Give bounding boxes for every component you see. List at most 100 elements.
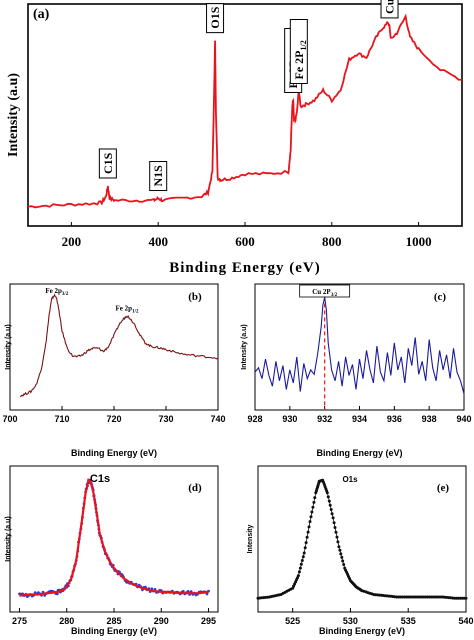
panel-a-ylabel: Intensity (a.u) (6, 73, 21, 157)
panel-e-point-60 (325, 491, 329, 495)
panel-e-point-37 (309, 515, 313, 519)
panel-c-xtick-label-5: 938 (422, 414, 437, 424)
panel-a-annotation-cu2p32-box (380, 0, 399, 19)
panel-b-ylabel: Intensity (a.u) (5, 324, 12, 370)
panel-e-point-32 (304, 541, 308, 545)
panel-b-xtick-label-0: 700 (2, 414, 17, 424)
panel-c-xtick-label-6: 940 (456, 414, 471, 424)
panel-a-annotation-o1s: O1S (206, 3, 225, 34)
panel-b-xtick-label-3: 730 (158, 414, 173, 424)
panel-e-point-62 (327, 499, 331, 503)
panel-d-ylabel: Intensity (a.u) (5, 516, 12, 562)
panel-d-xtick-label-0: 275 (12, 616, 27, 626)
panel-a-xtick-label-1: 400 (148, 234, 168, 249)
panel-c-annotation-box (299, 284, 351, 298)
panel-e-series-line (257, 479, 466, 599)
panel-b-annotation-fe2p32-text: Fe 2p3/2 (45, 287, 68, 297)
panel-b-xtick-label-2: 720 (106, 414, 121, 424)
panel-e-point-25 (297, 570, 301, 574)
panel-e-point-26 (298, 566, 302, 570)
panel-d-xlabel: Binding Energy (eV) (71, 626, 157, 636)
panel-e-point-69 (334, 530, 338, 534)
panel-c-annotation-cu2p32-text: Cu 2P3/2 (312, 288, 337, 298)
panel-e-point-31 (303, 546, 307, 550)
panel-e-title: O1s (342, 475, 358, 484)
panel-b: 700 710 720 730 740 Binding Energy (eV) Intens… (2, 283, 226, 458)
panel-e-label: (e) (437, 482, 450, 494)
panel-e-point-29 (301, 555, 305, 559)
panel-e-point-30 (302, 551, 306, 555)
panel-e-point-40 (312, 500, 316, 504)
panel-b-xtick-label-1: 710 (54, 414, 69, 424)
panel-e-point-74 (339, 552, 343, 556)
panel-d-fit-line (19, 478, 209, 597)
panel-b-series-line (19, 293, 219, 398)
panel-a: 200 400 600 800 1000 Binding Energy (eV) Inten… (6, 0, 463, 276)
panel-c-xtick-label-4: 936 (387, 414, 402, 424)
panel-e-point-73 (338, 548, 342, 552)
panel-c-xtick-label-2: 932 (317, 414, 332, 424)
panel-b-frame (9, 283, 219, 411)
panel-a-series-line (27, 13, 463, 209)
panel-c-frame (254, 283, 465, 411)
panel-e-point-35 (307, 525, 311, 529)
panel-a-xlabel: Binding Energy (eV) (169, 260, 321, 276)
panel-e-xtick-label-3: 540 (458, 616, 473, 626)
panel-e-point-68 (333, 526, 337, 529)
panel-c-label: (c) (434, 291, 447, 303)
panel-e-point-28 (300, 559, 304, 562)
panel-b-annotation-fe2p12: Fe 2p1/2 (116, 304, 139, 314)
panel-e: 525 530 535 540 Binding Energy (eV) Intensity… (247, 465, 474, 636)
panel-c-xtick-label-3: 934 (352, 414, 367, 424)
panel-b-annotation-fe2p12-text: Fe 2p1/2 (116, 304, 139, 314)
panel-e-point-66 (331, 516, 335, 520)
panel-c-annotation-cu2p32-sub: 3/2 (331, 293, 338, 298)
panel-a-annotation-n1s-box (149, 161, 168, 192)
panel-e-point-71 (336, 540, 340, 544)
panel-c-ylabel: Intensity (a.u) (241, 324, 248, 370)
panel-e-xtick-label-2: 535 (401, 616, 416, 626)
panel-e-point-150 (464, 596, 468, 600)
panel-c-xtick-label-1: 930 (282, 414, 297, 424)
panel-a-xtick-label-3: 800 (322, 234, 342, 249)
panel-e-point-70 (335, 535, 339, 539)
panel-e-ylabel: Intensity (247, 525, 254, 554)
panel-e-xtick-label-0: 525 (285, 616, 300, 626)
panel-b-xtick-label-4: 740 (210, 414, 225, 424)
panel-e-point-38 (310, 510, 314, 514)
panel-e-point-34 (306, 530, 310, 534)
panel-e-point-65 (330, 512, 334, 516)
panel-e-point-64 (329, 508, 333, 511)
panel-d-label: (d) (188, 482, 202, 494)
panel-b-annotation-fe2p32-sub: 3/2 (62, 292, 69, 297)
panel-e-xlabel: Binding Energy (eV) (319, 626, 405, 636)
panel-b-xlabel: Binding Energy (eV) (71, 448, 157, 458)
panel-c-series-line (254, 297, 465, 394)
panel-e-point-33 (305, 535, 309, 539)
panel-a-xtick-label-2: 600 (235, 234, 255, 249)
panel-d: 275 280 285 290 295 Binding Energy (eV) Intens… (5, 465, 219, 636)
panel-d-point-24 (55, 592, 59, 596)
panel-e-xtick-label-1: 530 (343, 616, 358, 626)
panel-e-point-27 (299, 562, 303, 566)
panel-d-title: C1s (90, 473, 110, 485)
panel-c-annotation-cu2p32: Cu 2P3/2 (299, 284, 351, 410)
panel-e-point-39 (311, 505, 315, 509)
panel-e-point-24 (296, 574, 300, 578)
panel-b-annotation-fe2p32: Fe 2p3/2 (45, 287, 68, 297)
panel-a-annotation-n1s-text: N1S (151, 165, 165, 187)
panel-d-point-158 (181, 590, 185, 593)
panel-d-point-161 (186, 590, 190, 593)
panel-c-xtick-label-0: 928 (247, 414, 262, 424)
panel-e-point-63 (328, 503, 332, 507)
panel-a-annotation-c1s-box (98, 148, 117, 179)
panel-a-annotation-o1s-text: O1S (208, 6, 222, 28)
panel-a-annotation-c1s: C1S (98, 148, 117, 179)
panel-e-point-67 (332, 521, 336, 525)
panel-e-point-72 (337, 545, 341, 549)
panel-e-point-77 (342, 563, 346, 566)
panel-a-annotation-fe2p12-sub: 1/2 (299, 40, 308, 50)
